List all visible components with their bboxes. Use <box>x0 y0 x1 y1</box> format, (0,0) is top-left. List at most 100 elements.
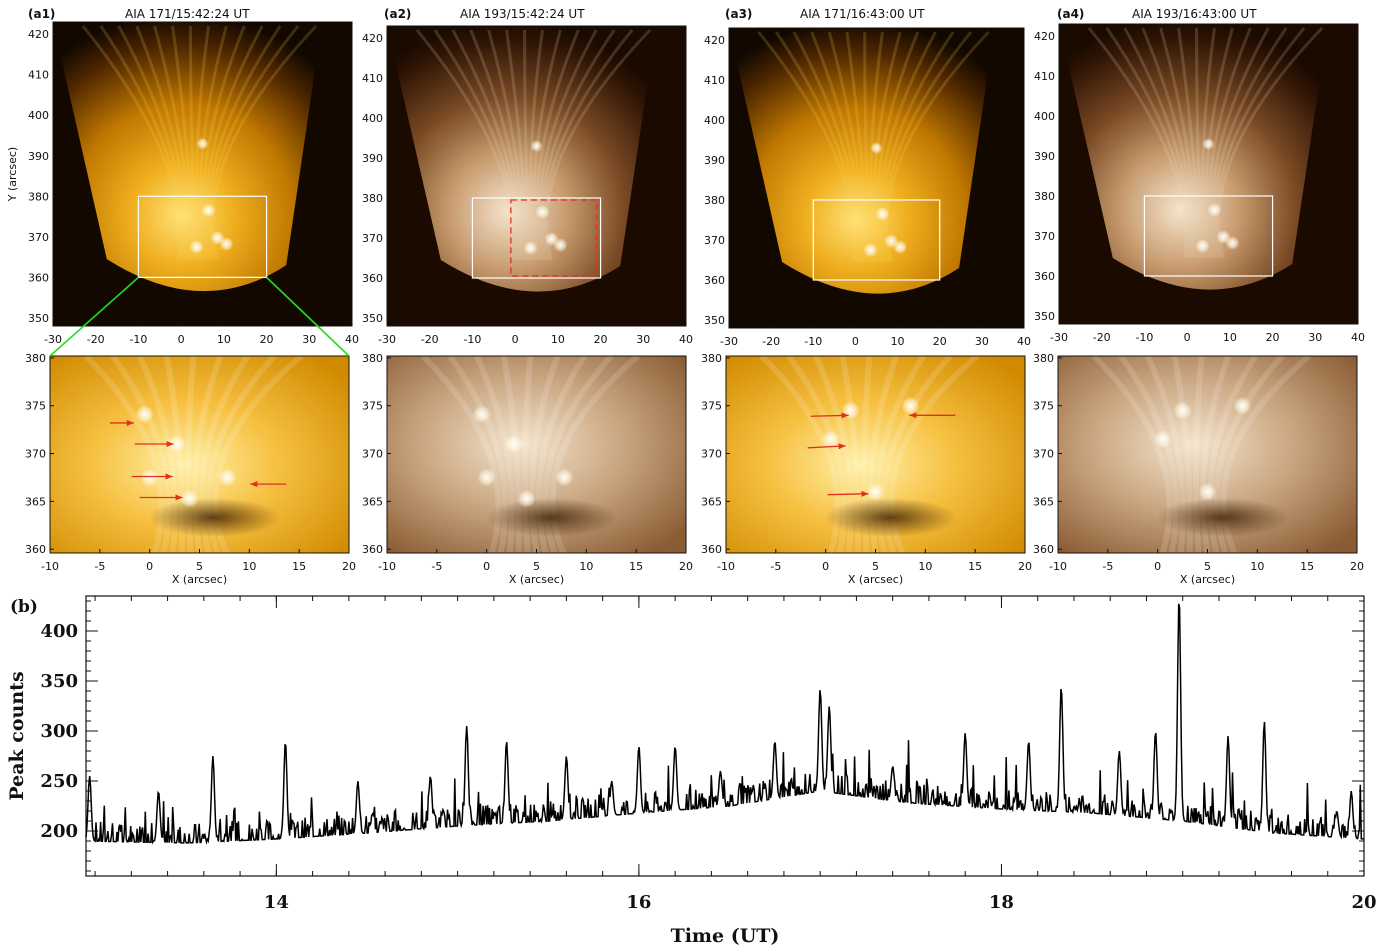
x-tick-label: 5 <box>872 560 879 573</box>
x-tick-label: 10 <box>217 333 231 346</box>
x-tick-label: 15 <box>292 560 306 573</box>
x-axis-label: X (arcsec) <box>1180 573 1235 586</box>
loop-strand <box>845 31 870 263</box>
loop-strand <box>487 29 527 261</box>
bright-point <box>866 482 885 501</box>
plot-frame <box>1058 23 1359 325</box>
x-tick-label: 30 <box>636 333 650 346</box>
x-tick-label: 16 <box>626 892 651 913</box>
x-tick-label: -5 <box>770 560 781 573</box>
bright-point <box>517 489 536 508</box>
x-tick-label: 20 <box>342 560 356 573</box>
loop-strand <box>206 25 282 260</box>
x-tick-label: 10 <box>1223 331 1237 344</box>
loop-strand <box>529 29 544 261</box>
bright-point <box>472 405 491 424</box>
x-axis-label: X (arcsec) <box>172 573 227 586</box>
panel-label: (a2) <box>384 7 411 21</box>
y-tick-label: 360 <box>1034 270 1055 283</box>
x-tick-label: -20 <box>87 333 105 346</box>
loop-strand <box>537 29 598 261</box>
x-tick-label: 10 <box>551 333 565 346</box>
x-tick-label: 18 <box>989 892 1014 913</box>
x-tick-label: -30 <box>44 333 62 346</box>
y-tick-label: 390 <box>1034 150 1055 163</box>
loop-strand <box>1177 27 1202 259</box>
panel-b-xlabel: Time (UT) <box>671 925 780 947</box>
bright-point <box>875 207 890 221</box>
loop-strand <box>1123 27 1193 259</box>
loop-strand <box>542 29 634 261</box>
panel-title: AIA 193/15:42:24 UT <box>460 7 585 21</box>
x-tick-label: 0 <box>852 335 859 348</box>
bright-point <box>1207 203 1222 217</box>
y-tick-label: 375 <box>362 400 383 413</box>
y-tick-label: 380 <box>362 352 383 365</box>
bright-point <box>530 140 543 152</box>
bright-point <box>167 434 186 453</box>
y-tick-label: 300 <box>40 721 78 742</box>
y-tick-label: 420 <box>704 34 725 47</box>
loop-strand <box>415 29 516 261</box>
x-tick-label: 20 <box>594 333 608 346</box>
y-tick-label: 380 <box>25 352 46 365</box>
y-tick-label: 400 <box>1034 110 1055 123</box>
x-tick-label: -30 <box>720 335 738 348</box>
x-tick-label: 20 <box>1350 560 1364 573</box>
connector-right <box>266 276 350 357</box>
bright-point <box>523 241 538 255</box>
y-tick-label: 400 <box>362 112 383 125</box>
bright-point <box>841 401 860 420</box>
y-tick-label: 410 <box>704 74 725 87</box>
x-tick-label: -10 <box>804 335 822 348</box>
loop-strand <box>1195 27 1205 259</box>
x-tick-label: 15 <box>1300 560 1314 573</box>
y-tick-label: 370 <box>28 231 49 244</box>
x-tick-label: -20 <box>421 333 439 346</box>
zoom-panel-4: -10 -5 0 5 10 15 20 380 375 370 365 360 X (arcsec) <box>1033 352 1364 586</box>
panel-label: (a1) <box>28 7 55 21</box>
loop-strand <box>523 29 533 261</box>
x-tick-label: 0 <box>146 560 153 573</box>
loop-strand <box>872 31 902 263</box>
bright-point <box>1202 138 1215 150</box>
bright-point <box>555 468 574 487</box>
peak-counts-series-line <box>85 603 1365 845</box>
y-tick-label: 370 <box>1034 230 1055 243</box>
y-tick-label: 350 <box>40 671 78 692</box>
loop-strand <box>810 31 864 263</box>
panel-title: AIA 193/16:43:00 UT <box>1132 7 1257 21</box>
loop-strand <box>171 25 196 260</box>
bright-point <box>553 238 568 252</box>
bright-point <box>504 434 523 453</box>
loop-strand <box>877 31 937 263</box>
x-axis-label: X (arcsec) <box>848 573 903 586</box>
loop-strand <box>153 25 193 260</box>
loop-strand <box>135 25 190 260</box>
y-tick-label: 370 <box>362 232 383 245</box>
zoom-connectors <box>49 276 350 357</box>
y-tick-label: 365 <box>25 495 46 508</box>
x-tick-label: 14 <box>264 892 289 913</box>
y-tick-label: 380 <box>362 192 383 205</box>
y-tick-label: 375 <box>701 400 722 413</box>
y-tick-label: 350 <box>1034 310 1055 323</box>
loop-strand <box>882 31 973 263</box>
dark-lane <box>485 497 618 538</box>
x-tick-label: -10 <box>717 560 735 573</box>
x-tick-label: 40 <box>1017 335 1031 348</box>
loop-strand <box>1204 27 1234 259</box>
x-tick-label: -5 <box>1102 560 1113 573</box>
x-tick-label: 5 <box>1204 560 1211 573</box>
bright-point <box>901 396 920 415</box>
y-tick-label: 380 <box>1034 190 1055 203</box>
coronal-region <box>729 28 995 294</box>
top-row: (a1) AIA 171/15:42:24 UT -30 -20 -10 0 10 20 30 4… <box>6 7 1365 348</box>
dashed-region-box <box>510 199 598 277</box>
y-tick-label: 400 <box>704 114 725 127</box>
x-tick-label: 40 <box>1351 331 1365 344</box>
red-arrow <box>807 443 846 450</box>
zoom-region-box <box>1143 195 1274 277</box>
y-tick-label: 420 <box>362 32 383 45</box>
x-tick-label: -30 <box>1050 331 1068 344</box>
